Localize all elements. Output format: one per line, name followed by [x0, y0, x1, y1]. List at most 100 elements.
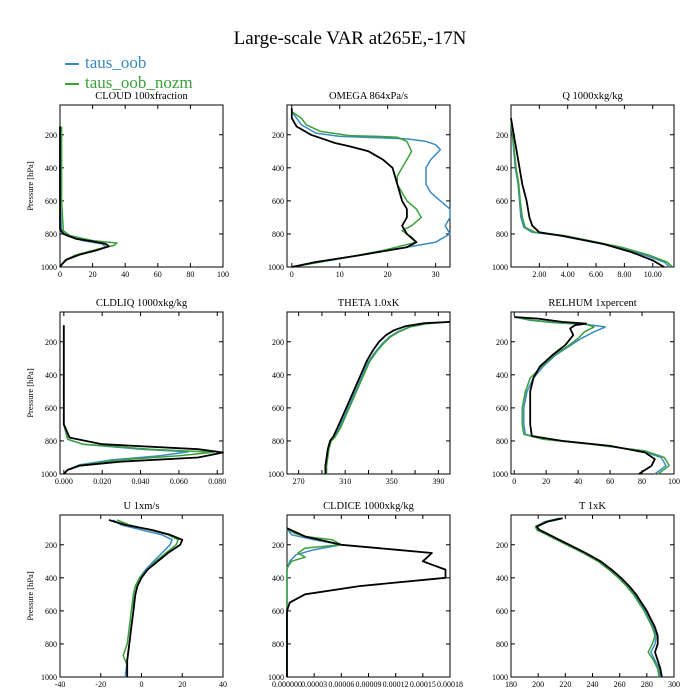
y-tick-label: 800 — [45, 437, 57, 446]
legend-label: taus_oob — [85, 53, 147, 72]
x-tick-label: 0.00009 — [356, 680, 382, 689]
panel-frame — [510, 311, 675, 475]
y-tick-label: 400 — [496, 574, 508, 583]
y-tick-label: 800 — [496, 640, 508, 649]
y-tick-label: 800 — [272, 640, 284, 649]
y-tick-label: 600 — [496, 607, 508, 616]
y-tick-label: 800 — [45, 640, 57, 649]
y-tick-label: 200 — [272, 338, 284, 347]
series-line-green — [116, 519, 179, 677]
x-tick-label: 80 — [186, 270, 194, 279]
series-line-black — [514, 316, 656, 475]
panel-title: T 1xK — [579, 501, 606, 512]
y-tick-label: 400 — [45, 371, 57, 380]
y-tick-label: 1000 — [268, 470, 284, 479]
x-tick-label: 60 — [154, 270, 162, 279]
series-line-blue — [534, 517, 662, 678]
x-tick-label: -40 — [55, 680, 66, 689]
series-line-green — [63, 325, 215, 475]
y-tick-label: 400 — [272, 574, 284, 583]
x-tick-label: -20 — [95, 680, 106, 689]
y-tick-label: 600 — [272, 197, 284, 206]
chart-title: Large-scale VAR at265E,-17N — [233, 28, 467, 49]
y-tick-label: 200 — [496, 541, 508, 550]
x-tick-label: 20 — [542, 477, 550, 486]
y-tick-label: 200 — [45, 131, 57, 140]
y-tick-label: 400 — [496, 164, 508, 173]
y-tick-label: 200 — [272, 131, 284, 140]
panel-frame — [59, 311, 224, 475]
panel-frame — [59, 514, 224, 678]
panel-frame — [510, 104, 675, 268]
y-tick-label: 200 — [45, 541, 57, 550]
x-tick-label: 100 — [217, 270, 229, 279]
panel-title: OMEGA 864xPa/s — [329, 91, 408, 102]
panel-title: U 1xm/s — [124, 501, 160, 512]
y-tick-label: 1000 — [492, 263, 508, 272]
legend-label: taus_oob_nozm — [85, 73, 193, 92]
x-tick-label: 30 — [432, 270, 440, 279]
legend-swatch-blue — [65, 63, 79, 66]
panel-frame — [510, 514, 675, 678]
x-tick-label: 280 — [641, 680, 653, 689]
legend-item-taus-oob: taus_oob — [65, 53, 146, 73]
y-tick-label: 1000 — [492, 673, 508, 682]
x-tick-label: 40 — [574, 477, 582, 486]
y-tick-label: 400 — [272, 164, 284, 173]
x-tick-label: 0 — [290, 270, 294, 279]
x-tick-label: 0.00006 — [328, 680, 354, 689]
x-tick-label: 20 — [178, 680, 186, 689]
panel-frame — [59, 104, 224, 268]
panel-frame — [286, 311, 451, 475]
x-tick-label: 40 — [121, 270, 129, 279]
x-tick-label: 6.00 — [589, 270, 603, 279]
x-tick-label: 220 — [559, 680, 571, 689]
series-line-blue — [286, 527, 343, 677]
y-tick-label: 800 — [496, 230, 508, 239]
y-tick-label: 800 — [272, 437, 284, 446]
y-tick-label: 800 — [496, 437, 508, 446]
series-line-black — [286, 527, 447, 677]
x-tick-label: 0.000000 — [272, 680, 302, 689]
y-tick-label: 400 — [496, 371, 508, 380]
panel-frame — [286, 104, 451, 268]
series-line-blue — [510, 118, 671, 268]
series-line-black — [108, 519, 184, 677]
y-axis-label: Pressure [hPa] — [25, 368, 35, 418]
x-tick-label: 0.080 — [208, 477, 226, 486]
panel-title: CLDICE 1000xkg/kg — [323, 501, 414, 512]
y-tick-label: 1000 — [41, 263, 57, 272]
y-axis-label: Pressure [hPa] — [25, 571, 35, 621]
series-line-green — [534, 517, 660, 678]
y-tick-label: 600 — [496, 197, 508, 206]
y-tick-label: 600 — [496, 404, 508, 413]
series-line-black — [62, 325, 224, 475]
y-tick-label: 400 — [45, 574, 57, 583]
panel-title: CLDLIQ 1000xkg/kg — [96, 298, 188, 309]
x-tick-label: 180 — [505, 680, 517, 689]
series-line-black — [535, 517, 663, 678]
x-tick-label: 60 — [606, 477, 614, 486]
series-line-blue — [291, 111, 451, 268]
series-line-green — [510, 118, 674, 268]
y-axis-label: Pressure [hPa] — [25, 161, 35, 211]
series-line-black — [324, 321, 451, 474]
series-line-black — [59, 126, 110, 268]
y-tick-label: 1000 — [41, 673, 57, 682]
series-line-black — [510, 118, 665, 268]
series-line-blue — [63, 325, 190, 475]
y-tick-label: 600 — [272, 607, 284, 616]
x-tick-label: 200 — [532, 680, 544, 689]
series-line-black — [290, 108, 418, 268]
x-tick-label: 80 — [638, 477, 646, 486]
legend-swatch-green — [65, 83, 79, 86]
x-tick-label: 260 — [614, 680, 626, 689]
x-tick-label: 0.00015 — [410, 680, 436, 689]
x-tick-label: 10 — [336, 270, 344, 279]
x-tick-label: 240 — [587, 680, 599, 689]
x-tick-label: 0 — [58, 270, 62, 279]
y-tick-label: 1000 — [268, 673, 284, 682]
x-tick-label: 0.040 — [132, 477, 150, 486]
x-tick-label: 350 — [386, 477, 398, 486]
x-tick-label: 0 — [140, 680, 144, 689]
